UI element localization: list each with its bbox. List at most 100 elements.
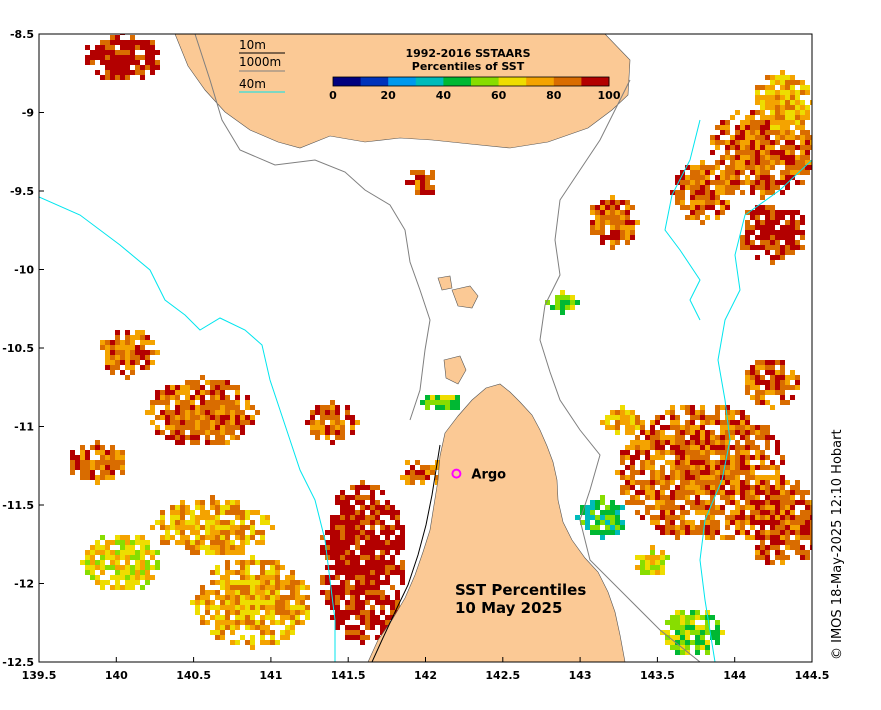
sst-pixel — [250, 585, 255, 590]
sst-pixel — [670, 520, 675, 525]
sst-pixel — [355, 610, 360, 615]
sst-pixel — [660, 425, 665, 430]
sst-pixel — [195, 430, 200, 435]
sst-pixel — [630, 410, 635, 415]
sst-pixel — [785, 220, 790, 225]
sst-pixel — [785, 495, 790, 500]
sst-pixel — [270, 635, 275, 640]
sst-pixel — [650, 550, 655, 555]
sst-pixel — [770, 130, 775, 135]
sst-pixel — [170, 420, 175, 425]
sst-pixel — [765, 425, 770, 430]
sst-pixel — [770, 240, 775, 245]
sst-pixel — [400, 525, 405, 530]
sst-pixel — [205, 610, 210, 615]
sst-pixel — [365, 570, 370, 575]
sst-pixel — [770, 490, 775, 495]
sst-pixel — [335, 555, 340, 560]
sst-pixel — [705, 200, 710, 205]
sst-pixel — [105, 460, 110, 465]
sst-pixel — [620, 220, 625, 225]
sst-pixel — [100, 570, 105, 575]
isobath-40m-west — [39, 196, 336, 662]
sst-pixel — [395, 545, 400, 550]
sst-pixel — [340, 580, 345, 585]
sst-pixel — [760, 165, 765, 170]
sst-pixel — [425, 400, 430, 405]
sst-pixel — [375, 615, 380, 620]
sst-pixel — [770, 190, 775, 195]
sst-pixel — [565, 300, 570, 305]
sst-pixel — [760, 100, 765, 105]
sst-pixel — [425, 475, 430, 480]
sst-pixel — [225, 430, 230, 435]
sst-pixel — [235, 640, 240, 645]
sst-pixel — [100, 50, 105, 55]
sst-pixel — [80, 470, 85, 475]
lon-tick-label: 144.5 — [795, 669, 830, 682]
sst-pixel — [810, 525, 812, 530]
sst-pixel — [430, 190, 435, 195]
sst-pixel — [90, 445, 95, 450]
sst-pixel — [775, 500, 780, 505]
sst-pixel — [110, 470, 115, 475]
sst-pixel — [395, 590, 400, 595]
sst-pixel — [310, 425, 315, 430]
sst-pixel — [335, 620, 340, 625]
sst-pixel — [800, 120, 805, 125]
sst-pixel — [760, 480, 765, 485]
sst-pixel — [705, 440, 710, 445]
sst-pixel — [785, 230, 790, 235]
sst-pixel — [730, 470, 735, 475]
sst-pixel — [755, 165, 760, 170]
sst-pixel — [790, 155, 795, 160]
sst-pixel — [245, 620, 250, 625]
sst-pixel — [105, 475, 110, 480]
sst-pixel — [255, 580, 260, 585]
sst-pixel — [670, 480, 675, 485]
sst-pixel — [710, 135, 715, 140]
sst-pixel — [270, 560, 275, 565]
sst-pixel — [780, 540, 785, 545]
sst-pixel — [195, 405, 200, 410]
sst-pixel — [230, 545, 235, 550]
argo-label: Argo — [471, 468, 506, 483]
sst-pixel — [215, 415, 220, 420]
sst-pixel — [100, 470, 105, 475]
sst-pixel — [125, 565, 130, 570]
sst-pixel — [265, 515, 270, 520]
sst-pixel — [225, 510, 230, 515]
sst-pixel — [565, 305, 570, 310]
sst-pixel — [360, 570, 365, 575]
sst-pixel — [790, 100, 795, 105]
sst-pixel — [755, 210, 760, 215]
sst-pixel — [640, 440, 645, 445]
sst-pixel — [780, 375, 785, 380]
sst-pixel — [720, 445, 725, 450]
sst-pixel — [105, 65, 110, 70]
sst-pixel — [115, 555, 120, 560]
sst-pixel — [125, 550, 130, 555]
sst-pixel — [385, 505, 390, 510]
sst-pixel — [430, 170, 435, 175]
sst-pixel — [690, 520, 695, 525]
sst-pixel — [700, 475, 705, 480]
sst-pixel — [675, 650, 680, 655]
sst-pixel — [790, 130, 795, 135]
sst-pixel — [245, 420, 250, 425]
sst-pixel — [625, 500, 630, 505]
sst-pixel — [270, 600, 275, 605]
sst-pixel — [695, 610, 700, 615]
sst-pixel — [225, 535, 230, 540]
sst-pixel — [705, 215, 710, 220]
sst-pixel — [675, 440, 680, 445]
sst-pixel — [570, 295, 575, 300]
sst-pixel — [215, 520, 220, 525]
sst-pixel — [670, 500, 675, 505]
sst-pixel — [640, 445, 645, 450]
sst-pixel — [620, 415, 625, 420]
sst-pixel — [555, 295, 560, 300]
sst-pixel — [635, 500, 640, 505]
sst-pixel — [795, 240, 800, 245]
sst-pixel — [720, 175, 725, 180]
